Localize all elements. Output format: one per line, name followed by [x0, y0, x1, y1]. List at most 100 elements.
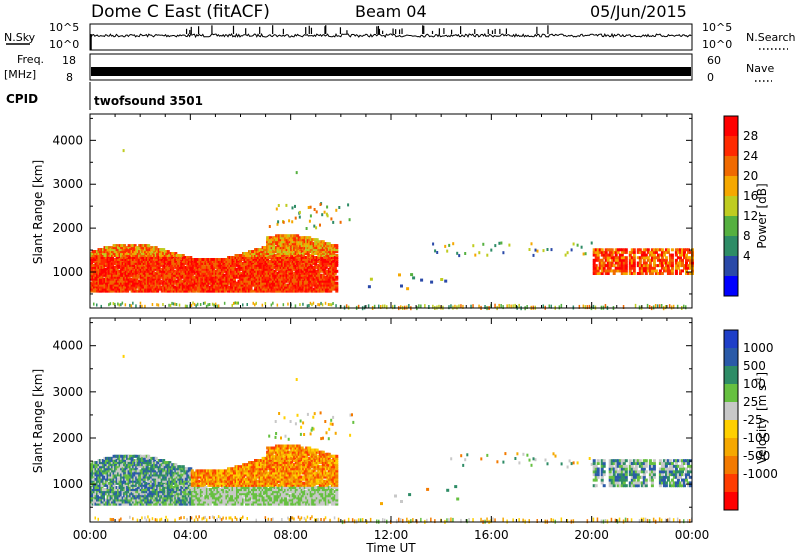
range-gate-cell [424, 304, 426, 309]
range-gate-cell [282, 254, 286, 257]
range-gate-cell [213, 273, 217, 277]
range-gate-cell [333, 265, 337, 269]
nsky-trace [89, 25, 692, 50]
range-gate-cell [118, 469, 122, 473]
range-gate-cell [650, 258, 654, 262]
range-gate-cell [642, 258, 646, 262]
range-gate-cell [234, 261, 238, 265]
cpid-value: twofsound 3501 [94, 94, 203, 108]
range-gate-cell [315, 265, 319, 269]
range-gate-cell [133, 473, 137, 477]
range-gate-cell [105, 256, 108, 259]
range-gate-cell [94, 259, 98, 263]
range-gate-cell [610, 250, 614, 254]
range-gate-cell [624, 266, 628, 270]
range-gate-cell [190, 281, 194, 285]
range-gate-cell [278, 248, 282, 252]
range-gate-cell [302, 248, 306, 252]
range-gate-cell [105, 471, 108, 475]
range-gate-cell [132, 263, 136, 267]
range-gate-cell [163, 250, 167, 254]
range-gate-cell [324, 246, 328, 250]
range-gate-cell [133, 471, 137, 475]
range-gate-cell [138, 461, 142, 465]
range-gate-cell [345, 304, 348, 309]
range-gate-cell [193, 302, 196, 306]
range-gate-cell [133, 467, 137, 471]
range-gate-cell [105, 456, 108, 460]
range-gate-cell [616, 250, 620, 254]
range-gate-cell [184, 304, 187, 308]
range-gate-cell [109, 271, 113, 275]
range-gate-cell [502, 251, 505, 255]
range-gate-cell [291, 273, 295, 277]
range-gate-cell [681, 258, 684, 262]
range-gate-cell [129, 303, 131, 307]
range-gate-cell [681, 253, 684, 257]
range-gate-cell [666, 266, 670, 270]
range-gate-cell [670, 264, 674, 268]
range-gate-cell [130, 265, 134, 269]
range-gate-cell [211, 275, 215, 279]
range-gate-cell [685, 256, 688, 260]
range-gate-cell [598, 272, 602, 275]
range-gate-cell [147, 477, 151, 481]
range-gate-cell [112, 498, 116, 502]
range-gate-cell [100, 271, 104, 275]
range-gate-cell [230, 277, 233, 281]
range-gate-cell [272, 287, 276, 291]
range-gate-cell [642, 248, 646, 252]
range-gate-cell [193, 271, 197, 275]
range-gate-cell [124, 303, 127, 307]
range-gate-cell [652, 253, 656, 257]
range-gate-cell [685, 266, 688, 270]
range-gate-cell [474, 253, 477, 257]
range-gate-cell [248, 256, 251, 259]
range-gate-cell [500, 304, 502, 308]
range-gate-cell [225, 261, 229, 265]
range-gate-cell [318, 269, 322, 273]
range-gate-cell [636, 250, 640, 254]
range-gate-cell [171, 252, 175, 255]
range-gate-cell [183, 279, 187, 283]
range-gate-cell [640, 264, 644, 268]
range-gate-cell [114, 475, 118, 479]
range-gate-cell [604, 256, 608, 260]
range-gate-cell [208, 303, 211, 306]
range-gate-cell [642, 261, 646, 265]
range-gate-cell [656, 256, 660, 260]
range-gate-cell [668, 272, 672, 275]
range-gate-cell [628, 266, 632, 270]
range-gate-cell [171, 267, 175, 271]
range-gate-cell [133, 502, 137, 506]
range-gate-cell [309, 287, 313, 291]
range-gate-cell [550, 248, 553, 252]
range-gate-cell [326, 214, 329, 218]
range-gate-cell [285, 252, 289, 255]
range-gate-cell [299, 252, 303, 255]
range-gate-cell [640, 266, 644, 270]
range-gate-cell [394, 304, 396, 309]
range-gate-cell [114, 456, 118, 460]
range-gate-cell [272, 263, 276, 267]
range-gate-cell [177, 259, 181, 263]
range-gate-cell [444, 244, 447, 248]
range-gate-cell [121, 283, 125, 287]
range-gate-cell [115, 244, 119, 248]
range-gate-cell [309, 263, 313, 267]
range-gate-cell [94, 287, 98, 291]
range-gate-cell [246, 269, 250, 273]
range-gate-cell [309, 214, 312, 218]
range-gate-cell [592, 253, 596, 257]
range-gate-cell [133, 258, 137, 261]
range-gate-cell [210, 261, 214, 265]
range-gate-cell [602, 261, 606, 265]
range-gate-cell [656, 258, 660, 262]
range-gate-cell [105, 287, 108, 291]
range-gate-cell [192, 269, 196, 273]
range-gate-cell [650, 250, 654, 254]
range-gate-cell [285, 242, 289, 246]
range-gate-cell [594, 258, 598, 262]
range-gate-cell [321, 254, 325, 257]
range-gate-cell [193, 265, 197, 269]
